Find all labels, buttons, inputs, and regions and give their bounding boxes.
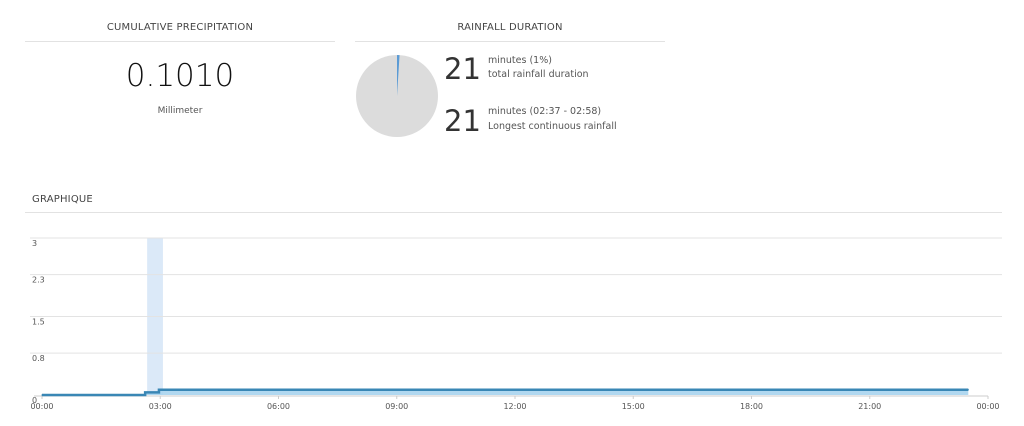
precipitation-title: CUMULATIVE PRECIPITATION: [106, 22, 254, 33]
series-area: [42, 389, 969, 395]
longest-rainfall-label: Longest continuous rainfall: [488, 121, 617, 132]
series-point: [144, 394, 146, 396]
series-point: [158, 391, 160, 393]
total-duration-value: 21: [444, 52, 481, 86]
total-duration-minutes: minutes (1%): [488, 55, 552, 66]
precipitation-divider: [25, 41, 335, 42]
x-tick-label: 06:00: [267, 402, 290, 411]
longest-rainfall-value: 21: [444, 104, 481, 138]
x-tick-label: 09:00: [385, 402, 408, 411]
rainfall-duration-divider: [355, 41, 665, 42]
precipitation-unit: Millimeter: [157, 106, 203, 116]
series-point: [41, 394, 43, 396]
x-tick-label: 00:00: [30, 402, 53, 411]
total-duration-label: total rainfall duration: [488, 69, 589, 80]
y-tick-label: 1.5: [32, 318, 45, 327]
longest-rainfall-minutes: minutes (02:37 - 02:58): [488, 106, 602, 117]
series-point: [967, 389, 969, 391]
x-tick-label: 12:00: [503, 402, 526, 411]
y-tick-label: 0.8: [32, 354, 45, 363]
pie-rain-slice: [397, 55, 400, 96]
series-line: [42, 388, 969, 397]
y-tick-label: 0: [32, 396, 37, 405]
precipitation-chart: 0 0.8 1.5 2.3 3 00:00 03:00 06:00 09:00 12:00 15:0…: [30, 237, 1002, 411]
graph-title: GRAPHIQUE: [32, 194, 93, 205]
rainfall-duration-pie: [356, 55, 438, 137]
x-tick-label: 03:00: [149, 402, 172, 411]
x-tick-label: 21:00: [858, 402, 881, 411]
graph-divider: [25, 212, 1002, 213]
precipitation-value: 0.1010: [125, 58, 235, 94]
series-point: [158, 389, 160, 391]
x-tick-label: 00:00: [976, 402, 999, 411]
x-tick-label: 18:00: [740, 402, 763, 411]
y-tick-label: 3: [32, 239, 37, 248]
y-tick-label: 2.3: [32, 276, 45, 285]
rainfall-duration-title: RAINFALL DURATION: [457, 22, 563, 33]
series-point: [144, 391, 146, 393]
x-tick-label: 15:00: [622, 402, 645, 411]
